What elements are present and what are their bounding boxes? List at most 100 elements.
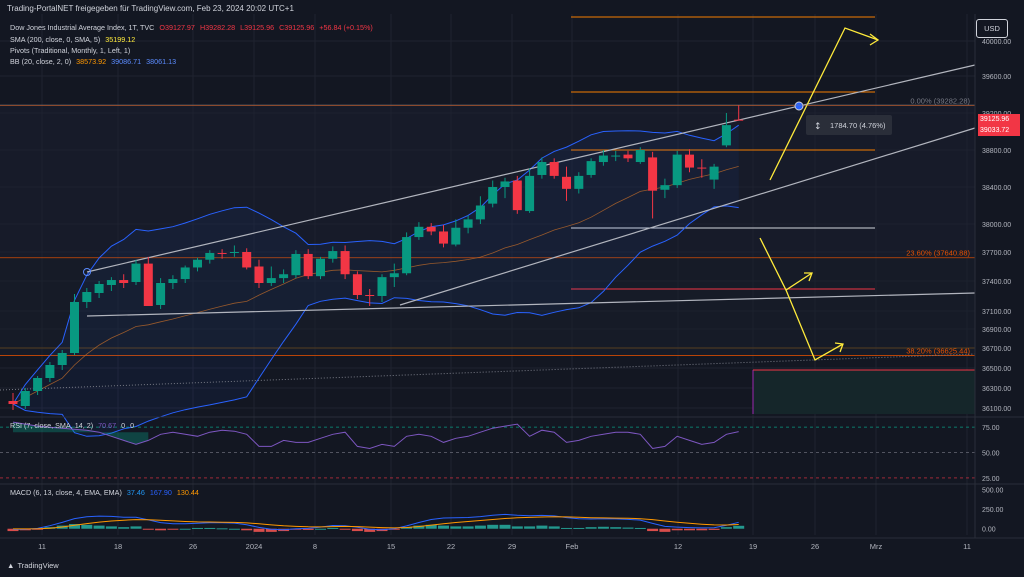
candle-body bbox=[33, 378, 43, 391]
macd-hist-bar bbox=[192, 527, 203, 529]
candle-body bbox=[414, 226, 424, 238]
macd-hist-bar bbox=[265, 528, 277, 532]
macd-hist-bar bbox=[7, 528, 19, 532]
y-tick-label: 36300.00 bbox=[982, 386, 1011, 393]
rsi-line bbox=[12, 421, 739, 450]
x-tick-label: 11 bbox=[963, 542, 971, 551]
legend-sma-label: SMA (200, close, 0, SMA, 5) bbox=[10, 35, 101, 44]
candle-body bbox=[672, 154, 682, 186]
candle-body bbox=[82, 292, 92, 302]
legend-main[interactable]: Dow Jones Industrial Average Index, 1T, … bbox=[10, 23, 376, 32]
legend-bb[interactable]: BB (20, close, 2, 0) 38573.92 39086.71 3… bbox=[10, 57, 179, 66]
candle-body bbox=[254, 266, 264, 283]
macd-tick-label: 0.00 bbox=[982, 527, 996, 534]
legend-close: C39125.96 bbox=[279, 23, 315, 32]
macd-hist-bar bbox=[438, 525, 449, 529]
candle-body bbox=[475, 205, 485, 220]
macd-hist-bar bbox=[733, 525, 745, 529]
candle-body bbox=[623, 154, 633, 159]
y-tick-label: 40000.00 bbox=[982, 39, 1011, 46]
candle-body bbox=[709, 166, 719, 180]
bollinger-bands bbox=[12, 124, 739, 437]
measure-icon: ↕ bbox=[814, 122, 822, 132]
measure-box bbox=[806, 115, 892, 135]
legend-macd-label: MACD (6, 13, close, 4, EMA, EMA) bbox=[10, 488, 122, 497]
legend-macd[interactable]: MACD (6, 13, close, 4, EMA, EMA) 37.46 1… bbox=[10, 488, 202, 497]
legend-macd-v1: 37.46 bbox=[126, 488, 145, 497]
candle-body bbox=[131, 263, 141, 282]
candle-body bbox=[660, 185, 670, 190]
legend-change: +56.84 (+0.15%) bbox=[319, 23, 373, 32]
x-tick-label: 22 bbox=[447, 542, 455, 551]
macd-hist-bar bbox=[167, 528, 179, 530]
channel-lower bbox=[399, 127, 976, 306]
macd-hist-bar bbox=[671, 528, 683, 531]
bear-arrow bbox=[785, 289, 844, 361]
candle-body bbox=[365, 295, 375, 296]
legend-pivots[interactable]: Pivots (Traditional, Monthly, 1, Left, 1… bbox=[10, 46, 133, 55]
macd-hist-bar bbox=[388, 528, 400, 530]
y-tick-label: 36700.00 bbox=[982, 346, 1011, 353]
candle-body bbox=[598, 155, 608, 163]
trend-channel[interactable] bbox=[83, 64, 976, 317]
chart-header: Trading-PortalNET freigegeben für Tradin… bbox=[7, 4, 294, 13]
macd-hist-bar bbox=[93, 525, 105, 529]
currency-button[interactable]: USD bbox=[976, 19, 1008, 38]
macd-hist-bar bbox=[585, 527, 597, 529]
x-tick-label: 8 bbox=[313, 542, 317, 551]
candle-body bbox=[242, 252, 252, 268]
y-tick-label: 38000.00 bbox=[982, 222, 1011, 229]
macd-hist-bar bbox=[413, 525, 425, 529]
legend-rsi-v1: 70.67 bbox=[98, 421, 117, 430]
macd-hist-bar bbox=[81, 524, 93, 529]
candle-body bbox=[512, 180, 522, 211]
macd-hist-bar bbox=[425, 524, 437, 529]
macd-hist-bar bbox=[302, 528, 314, 530]
macd-hist-bar bbox=[511, 526, 523, 529]
macd-hist-bar bbox=[450, 526, 462, 529]
candle-body bbox=[156, 283, 166, 305]
sma-dotted bbox=[0, 353, 976, 391]
legend-bb-label: BB (20, close, 2, 0) bbox=[10, 57, 72, 66]
bb-fill bbox=[13, 125, 739, 437]
candle-body bbox=[488, 187, 498, 204]
candle-body bbox=[389, 273, 399, 278]
x-tick-label: 12 bbox=[674, 542, 682, 551]
candle-body bbox=[340, 251, 350, 275]
macd-hist-bar bbox=[179, 528, 191, 530]
macd-hist-bar bbox=[659, 528, 671, 532]
macd-tick-label: 250.00 bbox=[982, 507, 1004, 514]
legend-macd-v2: 167.90 bbox=[149, 488, 172, 497]
candle-body bbox=[193, 259, 202, 268]
x-tick-label: 26 bbox=[189, 542, 197, 551]
legend-sma[interactable]: SMA (200, close, 0, SMA, 5) 35199.12 bbox=[10, 35, 138, 44]
candle-body bbox=[463, 219, 473, 228]
macd-hist-bar bbox=[597, 526, 609, 529]
candle-body bbox=[316, 258, 325, 277]
bull-arrowhead bbox=[869, 33, 880, 46]
bb-basis bbox=[12, 166, 739, 405]
macd-hist-bar bbox=[474, 525, 486, 529]
y-tick-label: 37100.00 bbox=[982, 309, 1011, 316]
y-tick-label: 37400.00 bbox=[982, 279, 1011, 286]
candle-body bbox=[168, 279, 178, 283]
legend-rsi-v3: 0 bbox=[130, 421, 135, 430]
macd-hist-bar bbox=[696, 528, 708, 531]
y-tick-label: 38400.00 bbox=[982, 185, 1011, 192]
macd-hist-bar bbox=[610, 527, 622, 529]
macd-hist-bar bbox=[634, 527, 646, 529]
projection-arrows[interactable]: 1784.70 (4.76%) ↕ bbox=[0, 27, 975, 361]
candle-body bbox=[328, 251, 338, 259]
candle-body bbox=[266, 278, 276, 283]
candle-body bbox=[119, 280, 129, 283]
macd-tick-label: 500.00 bbox=[982, 488, 1004, 495]
signal-line bbox=[13, 516, 739, 530]
candle-body bbox=[57, 353, 67, 365]
legend-rsi[interactable]: RSI (7, close, SMA, 14, 2) 70.67 0 0 bbox=[10, 421, 137, 430]
candles bbox=[8, 105, 744, 410]
macd-hist-bar bbox=[487, 524, 499, 529]
candle-body bbox=[721, 125, 731, 146]
candle-body bbox=[611, 155, 621, 157]
macd-hist-bar bbox=[364, 528, 376, 532]
